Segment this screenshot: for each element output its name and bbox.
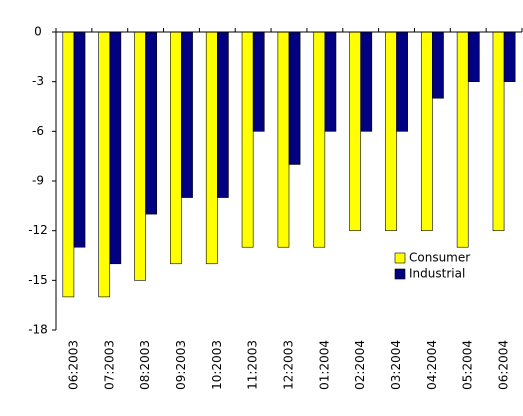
bar xyxy=(396,31,408,132)
x-tick-label: 04:2004 xyxy=(425,340,439,390)
bar xyxy=(288,31,301,165)
legend-label: Consumer xyxy=(409,251,470,265)
x-tick-label: 06:2004 xyxy=(497,340,511,390)
x-tick-label: 10:2003 xyxy=(210,340,224,390)
bar xyxy=(277,31,290,248)
bar xyxy=(360,31,373,132)
bar xyxy=(181,31,193,198)
bar xyxy=(492,31,505,231)
x-tick-label: 12:2003 xyxy=(282,340,296,390)
bar xyxy=(170,31,182,265)
x-tick-label: 08:2003 xyxy=(138,340,152,390)
x-tick-label: 06:2003 xyxy=(66,340,80,390)
legend-swatch xyxy=(394,252,406,264)
bar xyxy=(109,31,122,265)
legend-label: Industrial xyxy=(409,267,465,281)
y-tick-label: -12 xyxy=(28,223,48,237)
bar xyxy=(205,31,218,265)
bar xyxy=(145,31,158,215)
x-tick-label: 09:2003 xyxy=(174,340,188,390)
y-tick-label: -3 xyxy=(32,74,44,88)
x-tick-label: 11:2003 xyxy=(246,340,260,390)
bar xyxy=(385,31,397,231)
bar xyxy=(313,31,326,248)
bar xyxy=(62,31,75,298)
bar xyxy=(98,31,111,298)
bar xyxy=(456,31,469,248)
x-tick-label: 05:2004 xyxy=(461,340,475,390)
legend-swatch xyxy=(394,268,406,280)
y-tick-label: 0 xyxy=(34,25,42,39)
bar xyxy=(324,31,337,132)
bar xyxy=(217,31,229,198)
x-tick-label: 02:2004 xyxy=(353,340,367,390)
bar xyxy=(73,31,86,248)
bar xyxy=(349,31,361,231)
x-tick-label: 01:2004 xyxy=(317,340,331,390)
bar xyxy=(432,31,444,99)
bar xyxy=(467,31,480,82)
bar xyxy=(252,31,265,132)
y-tick-label: -18 xyxy=(28,323,48,337)
x-tick-label: 03:2004 xyxy=(389,340,403,390)
y-tick-label: -6 xyxy=(32,124,44,138)
y-tick-label: -9 xyxy=(32,174,44,188)
bar xyxy=(134,31,146,281)
x-tick-label: 07:2003 xyxy=(102,340,116,390)
y-tick-label: -15 xyxy=(28,273,48,287)
bar xyxy=(503,31,516,82)
bar xyxy=(241,31,254,248)
bar xyxy=(420,31,433,231)
